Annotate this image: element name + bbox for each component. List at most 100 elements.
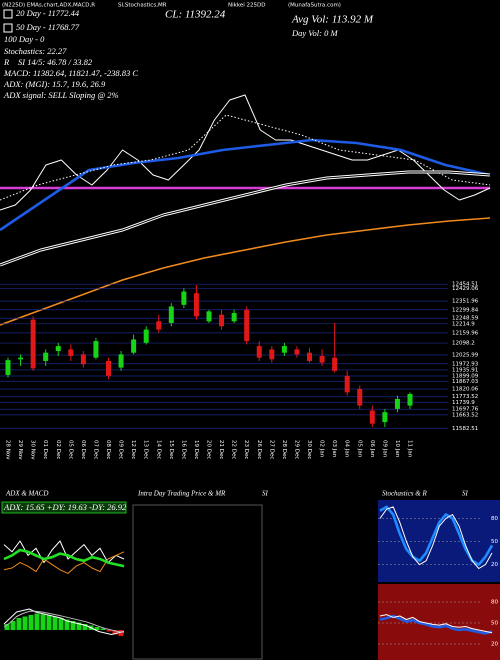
y-tick-label: 50: [491, 621, 498, 627]
ema50: 50 Day - 11768.77: [16, 22, 80, 32]
x-tick-label: 01 Dec: [42, 440, 48, 459]
x-tick-label: 07 Dec: [92, 440, 98, 459]
histogram-bar: [112, 630, 118, 635]
x-tick-label: 05 Jan: [356, 440, 362, 458]
candle-body: [294, 349, 300, 355]
histogram-bar: [76, 622, 82, 630]
series-line: [0, 114, 491, 201]
candle-body: [18, 357, 24, 360]
x-tick-label: 14 Dec: [155, 440, 161, 459]
y-tick-label: 11899.09: [452, 373, 479, 379]
candle-body: [357, 389, 363, 406]
series-line: [0, 170, 491, 267]
candle-body: [332, 357, 338, 371]
candle-body: [68, 349, 74, 356]
candle-body: [168, 306, 174, 323]
panel-title: ADX & MACD: [5, 490, 48, 498]
candle-body: [344, 375, 350, 393]
candle-body: [269, 349, 275, 360]
panel-title-suffix: SI: [462, 490, 469, 498]
y-tick-label: 20: [491, 562, 498, 568]
x-tick-label: 16 Dec: [180, 440, 186, 459]
candle-body: [319, 356, 325, 363]
candle-body: [43, 352, 49, 361]
histogram-bar: [16, 618, 22, 630]
histogram-bar: [100, 628, 106, 630]
ema20: 20 Day - 11772.44: [16, 8, 80, 18]
y-tick-label: 12248.59: [452, 316, 479, 322]
candle-body: [5, 360, 11, 375]
histogram-bar: [70, 621, 76, 630]
histogram-bar: [22, 616, 28, 630]
y-tick-label: 12214.9: [452, 321, 475, 327]
x-tick-label: 09 Jan: [381, 440, 387, 458]
candle-body: [382, 412, 388, 423]
series-line: [0, 138, 491, 232]
candle-body: [131, 339, 137, 353]
histogram-bar: [94, 627, 100, 630]
x-tick-label: 13 Dec: [143, 440, 149, 459]
candle-body: [281, 346, 287, 353]
x-tick-label: 29 Nov: [17, 440, 23, 460]
x-tick-label: 28 Dec: [281, 440, 287, 459]
histogram-bar: [64, 619, 70, 630]
y-tick-label: 12351.96: [452, 299, 479, 305]
candle-body: [206, 311, 212, 322]
histogram-bar: [58, 618, 64, 630]
histogram-bar: [28, 615, 34, 630]
histogram-bar: [106, 630, 112, 632]
candle-body: [80, 354, 86, 365]
x-tick-label: 05 Dec: [67, 440, 73, 459]
x-tick-label: 15 Dec: [168, 440, 174, 459]
rsi: SI 14/5: 46.78 / 33.82: [18, 57, 93, 67]
series-line: [379, 614, 493, 635]
candle-body: [181, 291, 187, 305]
candle-body: [307, 352, 312, 361]
histogram-bar: [10, 621, 16, 630]
rsi-panel-bg: [378, 584, 500, 660]
day-vol: Day Vol: 0 M: [291, 28, 338, 38]
intraday-title-suffix: SI: [262, 490, 269, 498]
x-tick-label: 09 Dec: [118, 440, 124, 459]
candle-body: [106, 360, 111, 376]
histogram-bar: [52, 616, 58, 630]
y-tick-label: 50: [491, 539, 498, 545]
x-tick-label: 11 Jan: [407, 440, 413, 458]
x-tick-label: 23 Dec: [243, 440, 249, 459]
rsi-prefix: R: [3, 57, 10, 67]
x-tick-label: 02 Jan: [319, 440, 325, 458]
x-tick-label: 28 Nov: [5, 440, 11, 460]
ema100: 100 Day - 0: [4, 34, 45, 44]
y-tick-label: 12098.2: [452, 341, 475, 347]
header-source: (N225D) EMAs,chart,ADX,MACD,R: [2, 3, 95, 9]
y-tick-label: 20: [491, 642, 498, 648]
candle-body: [118, 354, 124, 368]
series-line: [3, 548, 125, 568]
series-line: [0, 94, 491, 211]
candle-body: [219, 314, 225, 327]
y-tick-label: 12159.96: [452, 330, 479, 336]
intraday-panel: [132, 504, 263, 660]
candle-body: [93, 341, 99, 358]
series-line: [3, 540, 125, 564]
site: (MunafaSutra.com): [288, 3, 341, 9]
legend-box: [3, 23, 13, 33]
x-tick-label: 20 Dec: [206, 440, 212, 459]
histogram-bar: [82, 624, 88, 630]
avg-vol: Avg Vol: 113.92 M: [291, 14, 374, 26]
y-tick-label: 11935.91: [452, 367, 478, 373]
candle-body: [30, 319, 36, 369]
symbol: Nikkei 225DD: [228, 3, 265, 9]
y-tick-label: 11582.51: [452, 426, 478, 432]
x-tick-label: 06 Dec: [80, 440, 86, 459]
x-tick-label: 27 Dec: [268, 440, 274, 459]
histogram-bar: [4, 624, 10, 630]
series-line: [3, 610, 125, 633]
x-tick-label: 12 Dec: [130, 440, 136, 459]
adx-signal: ADX signal: SELL Sloping @ 2%: [3, 90, 119, 100]
histogram-bar: [34, 613, 40, 630]
candle-body: [55, 346, 61, 352]
y-tick-label: 12025.99: [452, 353, 479, 359]
histogram-bar: [118, 630, 124, 636]
x-tick-label: 19 Dec: [193, 440, 199, 459]
